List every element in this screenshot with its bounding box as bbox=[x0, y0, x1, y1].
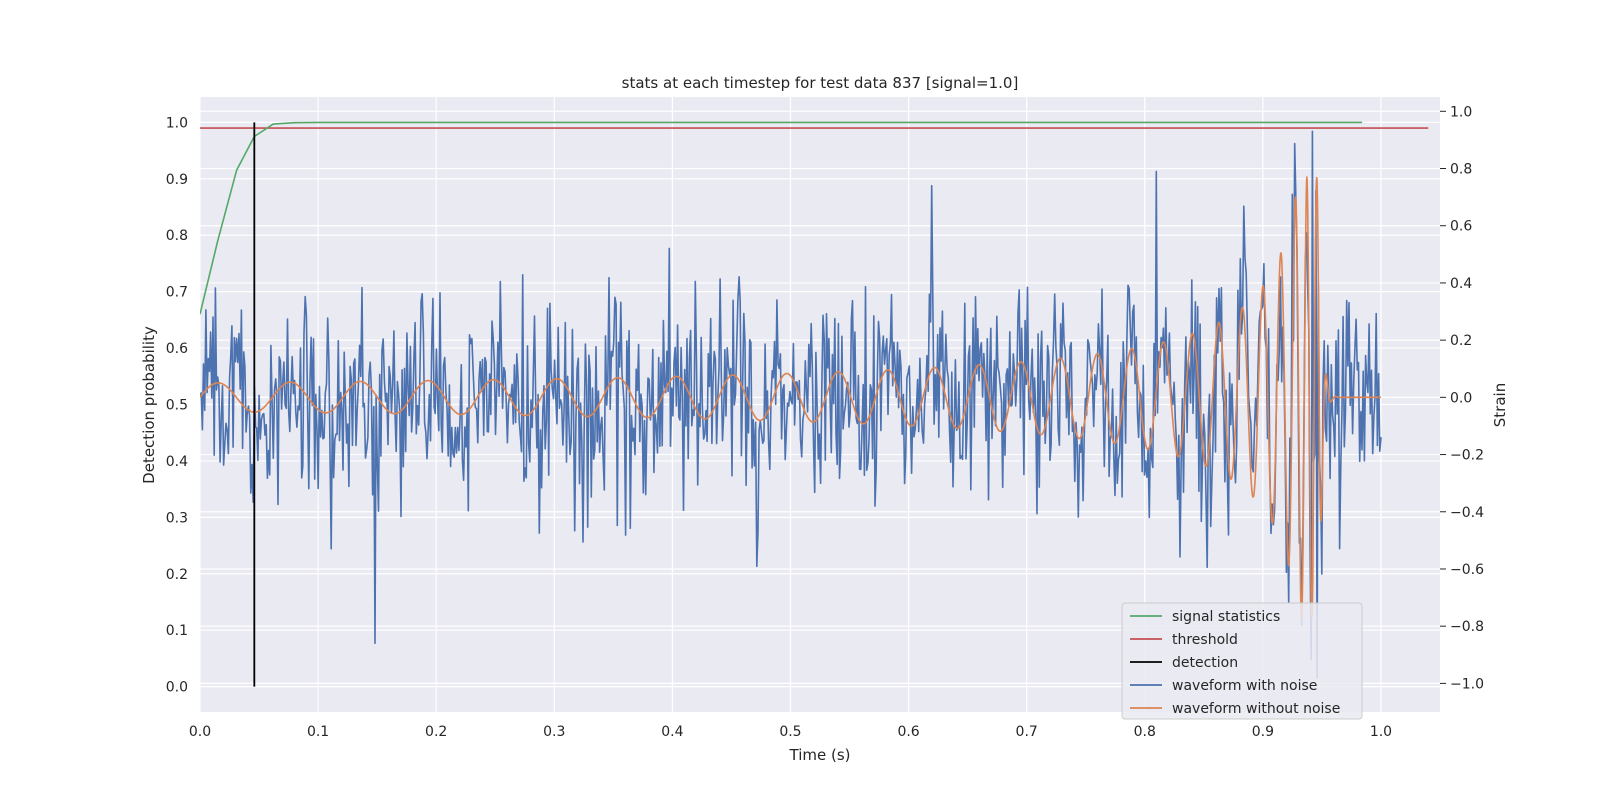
x-tick-label: 0.3 bbox=[543, 724, 565, 740]
x-axis-ticks: 0.0 0.1 0.2 0.3 0.4 0.5 0.6 0.7 0.8 0.9 1.0 bbox=[189, 724, 1392, 740]
y-tick-label: 0.6 bbox=[166, 341, 188, 357]
legend-label-signal-statistics: signal statistics bbox=[1172, 609, 1280, 625]
y-tick-label: 0.9 bbox=[166, 172, 188, 188]
x-tick-label: 0.4 bbox=[661, 724, 683, 740]
legend-label-waveform-without-noise: waveform without noise bbox=[1172, 701, 1340, 717]
x-tick-label: 0.2 bbox=[425, 724, 447, 740]
y-right-tick-label: −0.6 bbox=[1450, 562, 1484, 578]
y-right-tick-label: −1.0 bbox=[1450, 676, 1484, 692]
y-right-tick-label: 0.6 bbox=[1450, 219, 1472, 235]
waveform-without-noise-line bbox=[200, 176, 1382, 619]
waveform-with-noise-line bbox=[200, 130, 1382, 679]
y-tick-label: 0.5 bbox=[166, 398, 188, 414]
y-axis-right-label: Strain bbox=[1491, 383, 1509, 427]
x-tick-label: 0.0 bbox=[189, 724, 211, 740]
y-tick-label: 0.0 bbox=[166, 680, 188, 696]
series-layer bbox=[200, 121, 1429, 687]
legend-box bbox=[1121, 602, 1363, 720]
y-axis-right-ticks: −1.0 −0.8 −0.6 −0.4 −0.2 0.0 0.2 0.4 0.6 0.8 1.0 bbox=[1440, 104, 1484, 692]
y-right-tick-label: 0.8 bbox=[1450, 162, 1472, 178]
y-axis-left-label: Detection probability bbox=[140, 326, 158, 484]
x-axis-label: Time (s) bbox=[789, 746, 851, 764]
y-tick-label: 0.8 bbox=[166, 228, 188, 244]
legend-label-detection: detection bbox=[1172, 655, 1238, 671]
y-right-tick-label: −0.2 bbox=[1450, 448, 1484, 464]
signal-statistics-line bbox=[200, 121, 1363, 315]
legend: signal statistics threshold detection wa… bbox=[1121, 602, 1363, 720]
x-tick-label: 0.6 bbox=[897, 724, 919, 740]
x-tick-label: 0.9 bbox=[1252, 724, 1274, 740]
x-tick-label: 0.1 bbox=[307, 724, 329, 740]
y-tick-label: 0.1 bbox=[166, 623, 188, 639]
y-tick-label: 0.2 bbox=[166, 567, 188, 583]
y-tick-label: 1.0 bbox=[166, 115, 188, 131]
legend-label-waveform-with-noise: waveform with noise bbox=[1172, 678, 1317, 694]
legend-label-threshold: threshold bbox=[1172, 632, 1238, 648]
y-right-tick-label: −0.4 bbox=[1450, 505, 1484, 521]
chart-title: stats at each timestep for test data 837… bbox=[622, 74, 1019, 92]
y-axis-left-ticks: 0.0 0.1 0.2 0.3 0.4 0.5 0.6 0.7 0.8 0.9 1.0 bbox=[166, 115, 188, 695]
y-tick-label: 0.3 bbox=[166, 510, 188, 526]
y-right-tick-label: 1.0 bbox=[1450, 104, 1472, 120]
x-tick-label: 0.5 bbox=[779, 724, 801, 740]
y-right-tick-label: −0.8 bbox=[1450, 619, 1484, 635]
y-right-tick-label: 0.0 bbox=[1450, 390, 1472, 406]
y-right-tick-label: 0.2 bbox=[1450, 333, 1472, 349]
y-right-tick-label: 0.4 bbox=[1450, 276, 1472, 292]
x-tick-label: 0.7 bbox=[1016, 724, 1038, 740]
x-tick-label: 0.8 bbox=[1134, 724, 1156, 740]
x-tick-label: 1.0 bbox=[1370, 724, 1392, 740]
y-tick-label: 0.7 bbox=[166, 285, 188, 301]
y-tick-label: 0.4 bbox=[166, 454, 188, 470]
